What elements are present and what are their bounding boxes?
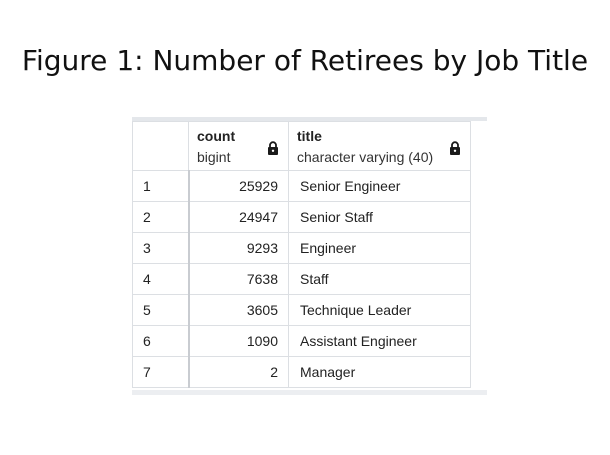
table-row[interactable]: 2 24947 Senior Staff xyxy=(132,201,471,233)
column-name: count xyxy=(197,128,236,144)
grid-top-strip xyxy=(132,117,487,121)
count-cell[interactable]: 25929 xyxy=(188,170,289,202)
grid-bottom-strip xyxy=(132,390,487,395)
column-type: bigint xyxy=(197,149,231,165)
row-number[interactable]: 2 xyxy=(132,201,190,233)
table-row[interactable]: 3 9293 Engineer xyxy=(132,232,471,264)
title-cell[interactable]: Senior Staff xyxy=(288,201,471,233)
title-cell[interactable]: Senior Engineer xyxy=(288,170,471,202)
table-row[interactable]: 1 25929 Senior Engineer xyxy=(132,170,471,202)
count-cell[interactable]: 7638 xyxy=(188,263,289,295)
lock-icon xyxy=(450,141,460,155)
row-number[interactable]: 1 xyxy=(132,170,190,202)
row-number[interactable]: 3 xyxy=(132,232,190,264)
figure-title: Figure 1: Number of Retirees by Job Titl… xyxy=(21,44,589,77)
title-cell[interactable]: Assistant Engineer xyxy=(288,325,471,357)
title-cell[interactable]: Engineer xyxy=(288,232,471,264)
count-cell[interactable]: 9293 xyxy=(188,232,289,264)
column-type: character varying (40) xyxy=(297,149,434,165)
title-cell[interactable]: Staff xyxy=(288,263,471,295)
table-row[interactable]: 6 1090 Assistant Engineer xyxy=(132,325,471,357)
result-table: count bigint title character varying (40… xyxy=(132,121,471,388)
row-number[interactable]: 7 xyxy=(132,356,190,388)
column-name: title xyxy=(297,128,322,144)
column-header-count[interactable]: count bigint xyxy=(188,121,289,171)
row-number[interactable]: 4 xyxy=(132,263,190,295)
table-row[interactable]: 4 7638 Staff xyxy=(132,263,471,295)
table-row[interactable]: 5 3605 Technique Leader xyxy=(132,294,471,326)
count-cell[interactable]: 24947 xyxy=(188,201,289,233)
title-cell[interactable]: Technique Leader xyxy=(288,294,471,326)
query-result-grid: count bigint title character varying (40… xyxy=(132,117,487,395)
row-number[interactable]: 6 xyxy=(132,325,190,357)
count-cell[interactable]: 3605 xyxy=(188,294,289,326)
lock-icon xyxy=(268,141,278,155)
count-cell[interactable]: 2 xyxy=(188,356,289,388)
table-row[interactable]: 7 2 Manager xyxy=(132,356,471,388)
title-cell[interactable]: Manager xyxy=(288,356,471,388)
count-cell[interactable]: 1090 xyxy=(188,325,289,357)
row-number-header[interactable] xyxy=(132,121,189,171)
row-number[interactable]: 5 xyxy=(132,294,190,326)
header-row: count bigint title character varying (40… xyxy=(132,121,471,171)
column-header-title[interactable]: title character varying (40) xyxy=(288,121,471,171)
